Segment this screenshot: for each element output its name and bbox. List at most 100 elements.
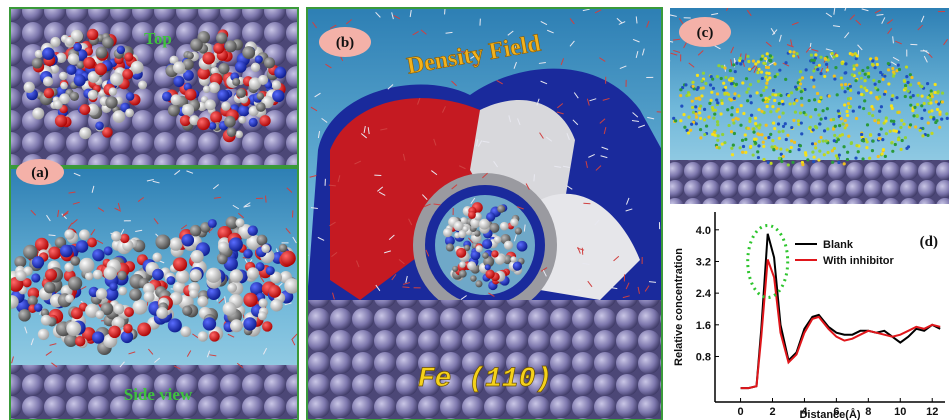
atom [243,317,257,331]
water-molecule [513,61,517,69]
atom [110,72,124,86]
water-molecule [635,16,638,24]
water-molecule [744,53,747,61]
density-point [877,133,881,137]
density-point [909,95,913,99]
y-tick-label: 0.8 [696,351,711,363]
panel-border [9,7,299,167]
atom [166,276,176,285]
atom [54,114,68,128]
density-point [900,118,904,123]
atom [108,87,118,96]
density-point [871,107,875,111]
density-point [867,111,871,116]
atom [68,276,83,291]
density-point [817,63,822,67]
density-point [786,133,790,137]
density-point [760,76,764,81]
density-point [868,133,873,137]
water-molecule [30,209,37,216]
density-point [804,113,808,117]
density-point [864,137,868,141]
water-molecule [91,185,95,193]
atom [470,275,477,282]
density-point [757,108,761,112]
density-point [777,130,781,134]
atom [217,89,230,102]
water-molecule [148,348,154,355]
density-point [839,117,843,121]
density-point [748,83,753,87]
density-point [729,82,734,86]
water-molecule [625,282,630,290]
density-point [701,71,706,75]
density-point [903,94,907,99]
density-point [754,62,758,66]
water-molecule [206,350,211,358]
density-point [911,94,915,98]
density-point [757,144,761,148]
atom [175,269,190,284]
water-molecule [405,275,408,283]
water-molecule [378,191,386,196]
density-point [698,116,703,121]
water-molecule [51,362,58,368]
density-point [730,153,735,157]
density-point [867,75,871,79]
density-point [817,158,821,162]
water-molecule [49,343,57,346]
density-point [831,127,836,131]
density-point [793,85,798,89]
density-point [749,101,753,105]
density-point [715,98,719,102]
density-point [859,76,864,80]
y-tick-label: 2.4 [696,288,712,300]
atom [225,216,239,230]
atom [59,71,68,81]
density-point [869,57,873,61]
density-point [731,118,735,122]
density-point [699,104,703,108]
water-molecule [470,197,476,205]
density-point [773,62,777,66]
density-point [775,72,779,76]
water-molecule [876,13,884,16]
density-point [690,105,695,110]
water-molecule [403,282,411,285]
water-molecule [560,58,565,66]
water-molecule [62,212,69,218]
density-point [878,109,882,113]
density-point [930,131,934,135]
atom [173,257,188,272]
density-point [781,111,785,115]
density-point [723,91,727,95]
atom [167,318,182,333]
atom [271,80,282,90]
atom [254,55,263,64]
density-point [742,111,746,116]
water-molecule [750,64,757,71]
atom [109,282,118,291]
density-point [715,75,719,79]
density-point [945,112,949,116]
iron-surface [307,300,662,420]
density-point [793,110,798,114]
density-point [937,102,941,106]
atom [255,262,265,272]
atom [216,32,228,44]
atom [224,40,237,53]
density-point [762,144,766,148]
density-point [940,100,945,104]
atom [182,58,194,71]
water-molecule [625,197,630,205]
density-point [896,63,900,67]
density-point [715,120,720,124]
water-molecule [540,21,548,26]
density-point [739,104,743,108]
water-molecule [441,106,446,113]
density-point [866,71,871,76]
panel-a-top [10,8,298,166]
density-point [710,105,715,110]
water-molecule [79,286,87,291]
water-molecule [472,63,480,66]
